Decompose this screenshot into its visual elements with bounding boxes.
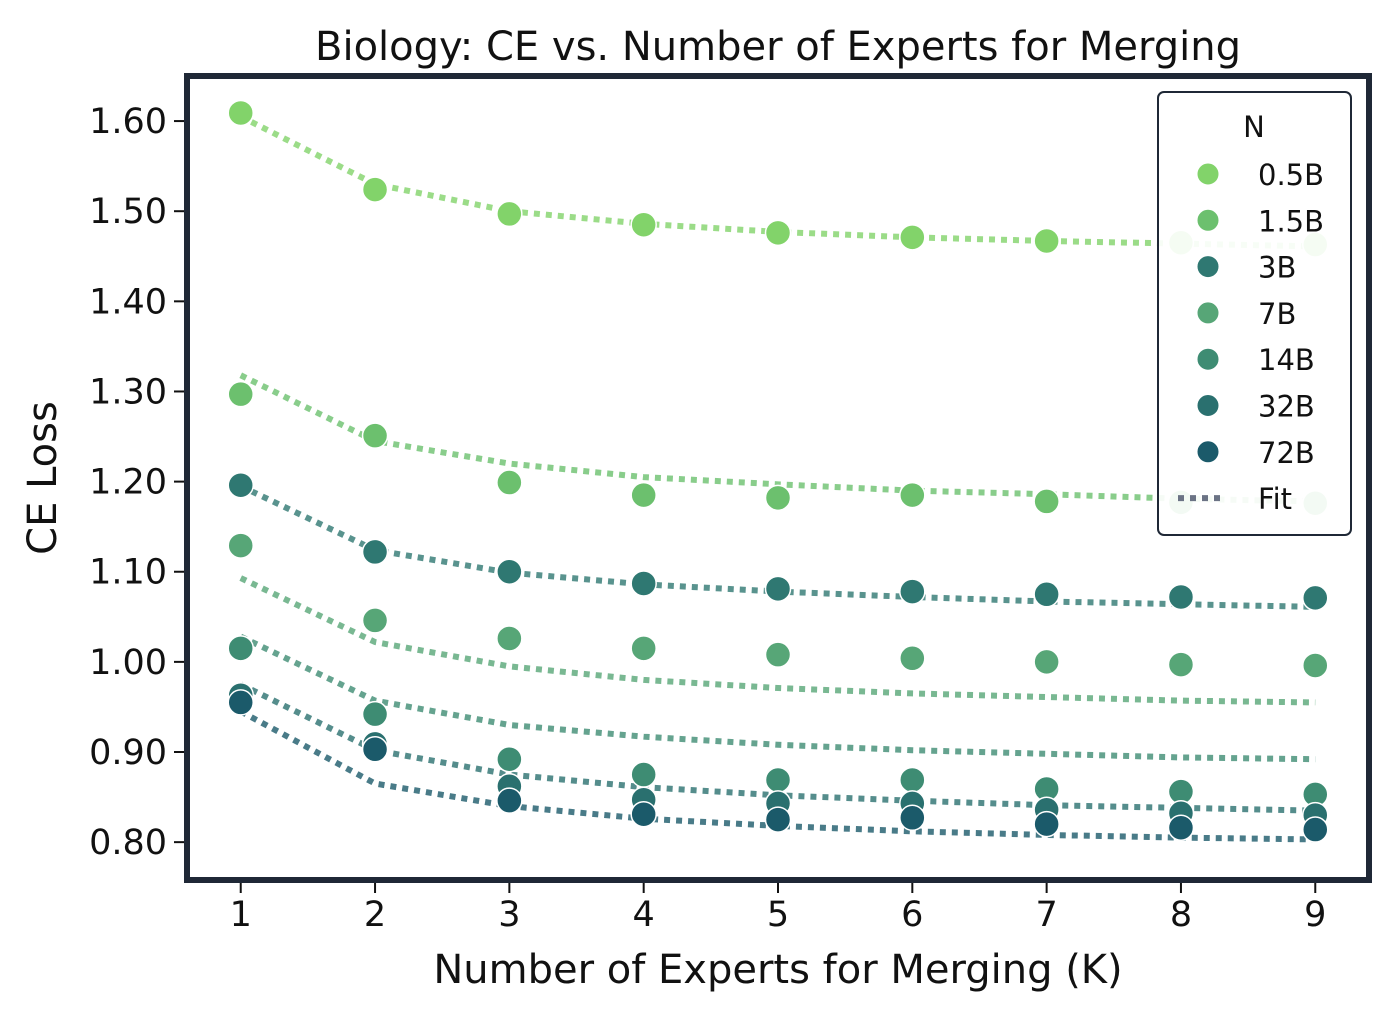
data-point-1-5b (496, 469, 523, 496)
data-point-1-5b (227, 380, 254, 408)
data-point-7b (899, 645, 926, 672)
x-tick-label: 6 (901, 895, 923, 935)
data-point-1-5b (361, 422, 389, 449)
x-axis-ticks: 1 2 3 4 5 6 7 8 9 (230, 883, 1326, 935)
data-point-72b (496, 787, 523, 814)
data-point-7b (496, 625, 523, 652)
data-points (227, 99, 1329, 843)
data-point-0-5b (496, 200, 523, 228)
y-tick-label: 0.90 (89, 733, 167, 773)
legend-label: 32B (1258, 390, 1315, 424)
data-point-1-5b (1033, 488, 1060, 515)
data-point-14b (227, 635, 254, 662)
plot-frame (184, 73, 1372, 883)
y-tick-label: 1.30 (89, 372, 167, 412)
legend: N 0.5B 1.5B 3B 7B 14B 32B 72B Fit (1157, 91, 1352, 536)
data-point-7b (1302, 652, 1329, 679)
legend-marker (1196, 394, 1220, 417)
data-point-3b (630, 570, 657, 597)
legend-title: N (1243, 110, 1265, 144)
data-point-7b (764, 641, 792, 668)
x-tick-label: 2 (364, 895, 386, 935)
y-tick-label: 1.50 (89, 192, 167, 232)
legend-marker (1196, 301, 1220, 325)
data-point-7b (1167, 651, 1195, 678)
data-point-0-5b (630, 211, 657, 238)
data-point-14b (899, 766, 926, 794)
data-point-72b (899, 804, 926, 832)
data-point-0-5b (899, 224, 926, 251)
data-point-3b (496, 558, 523, 585)
fit-line-1-5b (239, 372, 1316, 505)
legend-label: Fit (1258, 482, 1292, 516)
x-tick-label: 9 (1304, 895, 1326, 935)
y-axis-ticks: 0.80 0.90 1.00 1.10 1.20 1.30 1.40 1.50 1.60 (89, 102, 184, 863)
data-point-1-5b (899, 481, 926, 509)
legend-label: 0.5B (1258, 158, 1324, 192)
fit-line-14b (239, 633, 1316, 763)
data-point-72b (1033, 810, 1060, 838)
legend-marker (1196, 162, 1220, 186)
y-tick-label: 0.80 (89, 823, 167, 863)
x-tick-label: 8 (1170, 895, 1192, 935)
data-point-72b (764, 806, 792, 833)
legend-label: 14B (1258, 343, 1315, 377)
legend-label: 1.5B (1258, 204, 1324, 238)
data-point-72b (361, 736, 389, 763)
y-tick-label: 1.60 (89, 102, 167, 142)
data-point-72b (1167, 814, 1195, 841)
y-tick-label: 1.10 (89, 553, 167, 593)
x-tick-label: 7 (1035, 895, 1057, 935)
data-point-7b (630, 635, 657, 662)
x-axis-label: Number of Experts for Merging (K) (433, 947, 1122, 993)
data-point-0-5b (361, 176, 389, 203)
data-point-1-5b (764, 484, 792, 512)
data-point-0-5b (764, 219, 792, 247)
data-point-72b (630, 800, 657, 828)
fit-line-7b (239, 575, 1316, 706)
data-point-0-5b (1033, 227, 1060, 255)
data-point-3b (1167, 583, 1195, 611)
fit-line-72b (239, 708, 1316, 843)
legend-box (1157, 91, 1352, 536)
x-tick-label: 4 (633, 895, 655, 935)
data-point-72b (227, 689, 254, 716)
legend-items: 0.5B 1.5B 3B 7B 14B 32B 72B Fit (1178, 158, 1324, 516)
data-point-72b (1302, 816, 1329, 843)
legend-marker (1196, 255, 1220, 279)
data-point-14b (496, 745, 523, 773)
x-tick-label: 3 (498, 895, 520, 935)
data-point-3b (227, 471, 254, 499)
legend-label: 3B (1258, 251, 1296, 285)
data-point-14b (361, 700, 389, 728)
data-point-1-5b (630, 481, 657, 509)
legend-label: 7B (1258, 297, 1296, 331)
data-point-7b (1033, 648, 1060, 676)
data-point-0-5b (227, 99, 254, 127)
data-point-3b (764, 575, 792, 603)
data-point-14b (764, 766, 792, 794)
y-axis-label: CE Loss (20, 401, 66, 555)
y-tick-label: 1.40 (89, 282, 167, 322)
x-tick-label: 1 (230, 895, 252, 935)
data-point-7b (227, 532, 254, 559)
y-tick-label: 1.20 (89, 463, 167, 503)
legend-marker (1196, 347, 1220, 371)
data-point-14b (630, 761, 657, 788)
x-tick-label: 5 (767, 895, 789, 935)
legend-marker (1196, 440, 1220, 464)
data-point-3b (899, 578, 926, 605)
data-point-7b (361, 607, 389, 634)
legend-marker (1196, 208, 1220, 232)
legend-label: 72B (1258, 436, 1315, 470)
data-point-3b (1033, 581, 1060, 608)
chart-title: Biology: CE vs. Number of Experts for Me… (315, 24, 1241, 70)
data-point-3b (1302, 584, 1329, 612)
y-tick-label: 1.00 (89, 643, 167, 683)
data-point-3b (361, 538, 389, 566)
